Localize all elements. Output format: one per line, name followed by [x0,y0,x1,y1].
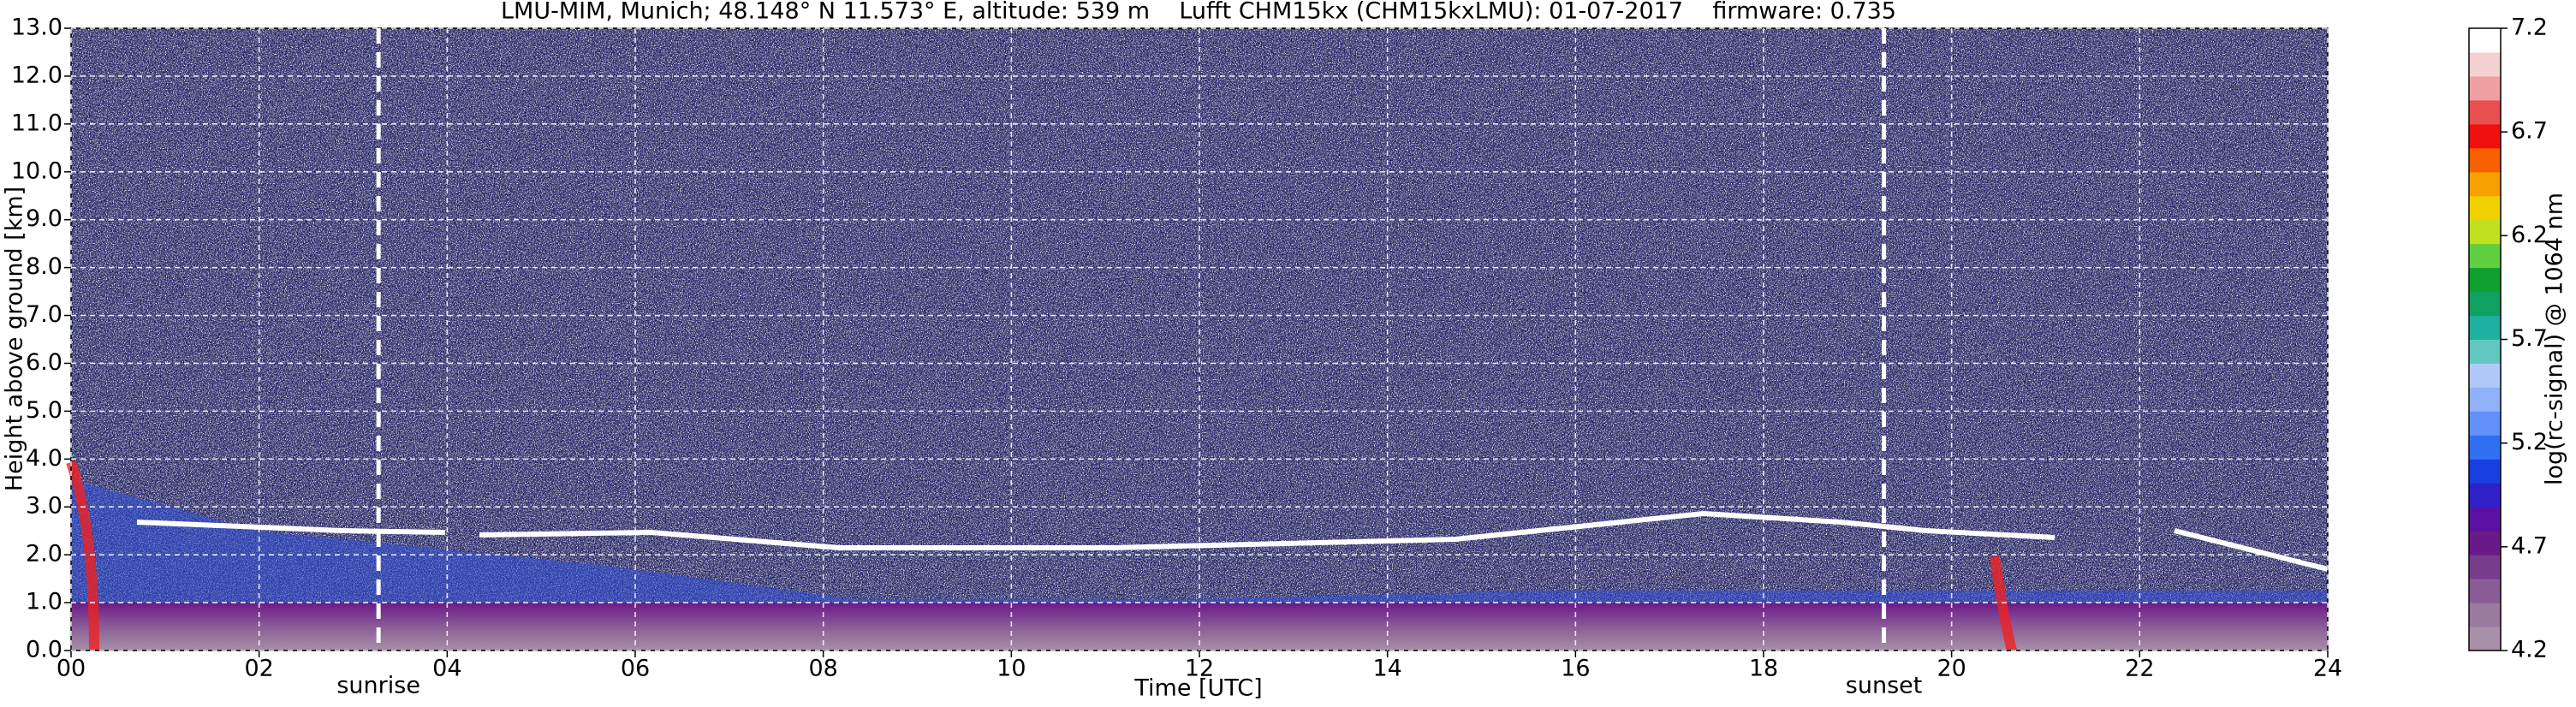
colorbar-swatch [2469,99,2501,125]
cloud-signal [66,460,2017,652]
colorbar-swatch [2469,195,2501,221]
colorbar-swatch [2469,339,2501,364]
y-tick-label: 9.0 [26,205,62,232]
x-tick-label: 16 [1561,656,1590,682]
x-tick-label: 18 [1749,656,1778,682]
colorbar-swatch [2469,435,2501,460]
y-tick-label: 7.0 [26,301,62,328]
x-tick-label: 22 [2125,656,2154,682]
colorbar-swatch [2469,75,2501,101]
colorbar-swatch [2469,531,2501,556]
x-tick-label: 10 [996,656,1026,682]
colorbar-label: log(rc-signal) @ 1064 nm [2542,193,2568,485]
x-axis-label: Time [UTC] [1133,675,1262,702]
colorbar-tick-label: 4.2 [2511,637,2548,663]
x-tick-label: 00 [57,656,86,682]
y-tick-label: 5.0 [26,397,62,424]
colorbar-swatch [2469,459,2501,484]
annotation-label: sunset [1846,673,1923,699]
colorbar-swatch [2469,315,2501,340]
y-tick-label: 8.0 [26,253,62,280]
colorbar-tick-label: 6.7 [2511,118,2548,145]
boundary-layer-top [136,510,2329,572]
y-tick-label: 12.0 [11,62,62,88]
colorbar-swatch [2469,507,2501,532]
y-axis-label: Height above ground [km] [2,187,28,491]
y-tick-label: 3.0 [26,493,62,520]
colorbar-swatch [2469,627,2501,651]
colorbar-swatch [2469,171,2501,197]
colorbar-swatch [2469,603,2501,627]
colorbar-swatch [2469,147,2501,173]
colorbar-tick-label: 4.7 [2511,532,2548,559]
colorbar-tick-label: 6.2 [2511,222,2548,248]
aerosol-layer [71,479,2328,603]
colorbar-tick-label: 5.2 [2511,429,2548,455]
y-tick-label: 6.0 [26,349,62,376]
colorbar-swatch [2469,267,2501,293]
x-tick-label: 24 [2313,656,2342,682]
x-tick-label: 12 [1185,656,1214,682]
y-tick-label: 1.0 [26,589,62,615]
x-tick-label: 04 [432,656,461,682]
x-tick-label: 02 [244,656,273,682]
y-tick-label: 13.0 [11,15,62,41]
y-tick-label: 10.0 [11,157,62,184]
colorbar-tick-label: 5.7 [2511,325,2548,352]
colorbar-swatch [2469,579,2501,603]
y-tick-label: 2.0 [26,541,62,567]
colorbar-swatch [2469,291,2501,317]
y-tick-label: 4.0 [26,445,62,472]
colorbar-swatch [2469,555,2501,579]
x-tick-label: 06 [621,656,650,682]
x-tick-label: 20 [1936,656,1966,682]
colorbar-swatch [2469,363,2501,388]
colorbar-swatch [2469,123,2501,149]
colorbar-swatch [2469,51,2501,77]
colorbar-swatch [2469,387,2501,412]
x-tick-label: 14 [1372,656,1401,682]
y-tick-label: 11.0 [11,110,62,136]
colorbar-tick-label: 7.2 [2511,15,2548,41]
colorbar-swatch [2469,219,2501,245]
chart-title: LMU-MIM, Munich; 48.148° N 11.573° E, al… [501,0,1896,25]
y-tick-label: 0.0 [26,637,62,663]
annotation-label: sunrise [336,673,420,699]
colorbar-swatch [2469,411,2501,436]
x-tick-label: 08 [808,656,837,682]
colorbar-swatch [2469,243,2501,269]
colorbar-swatch [2469,483,2501,508]
colorbar-swatch [2469,28,2501,53]
